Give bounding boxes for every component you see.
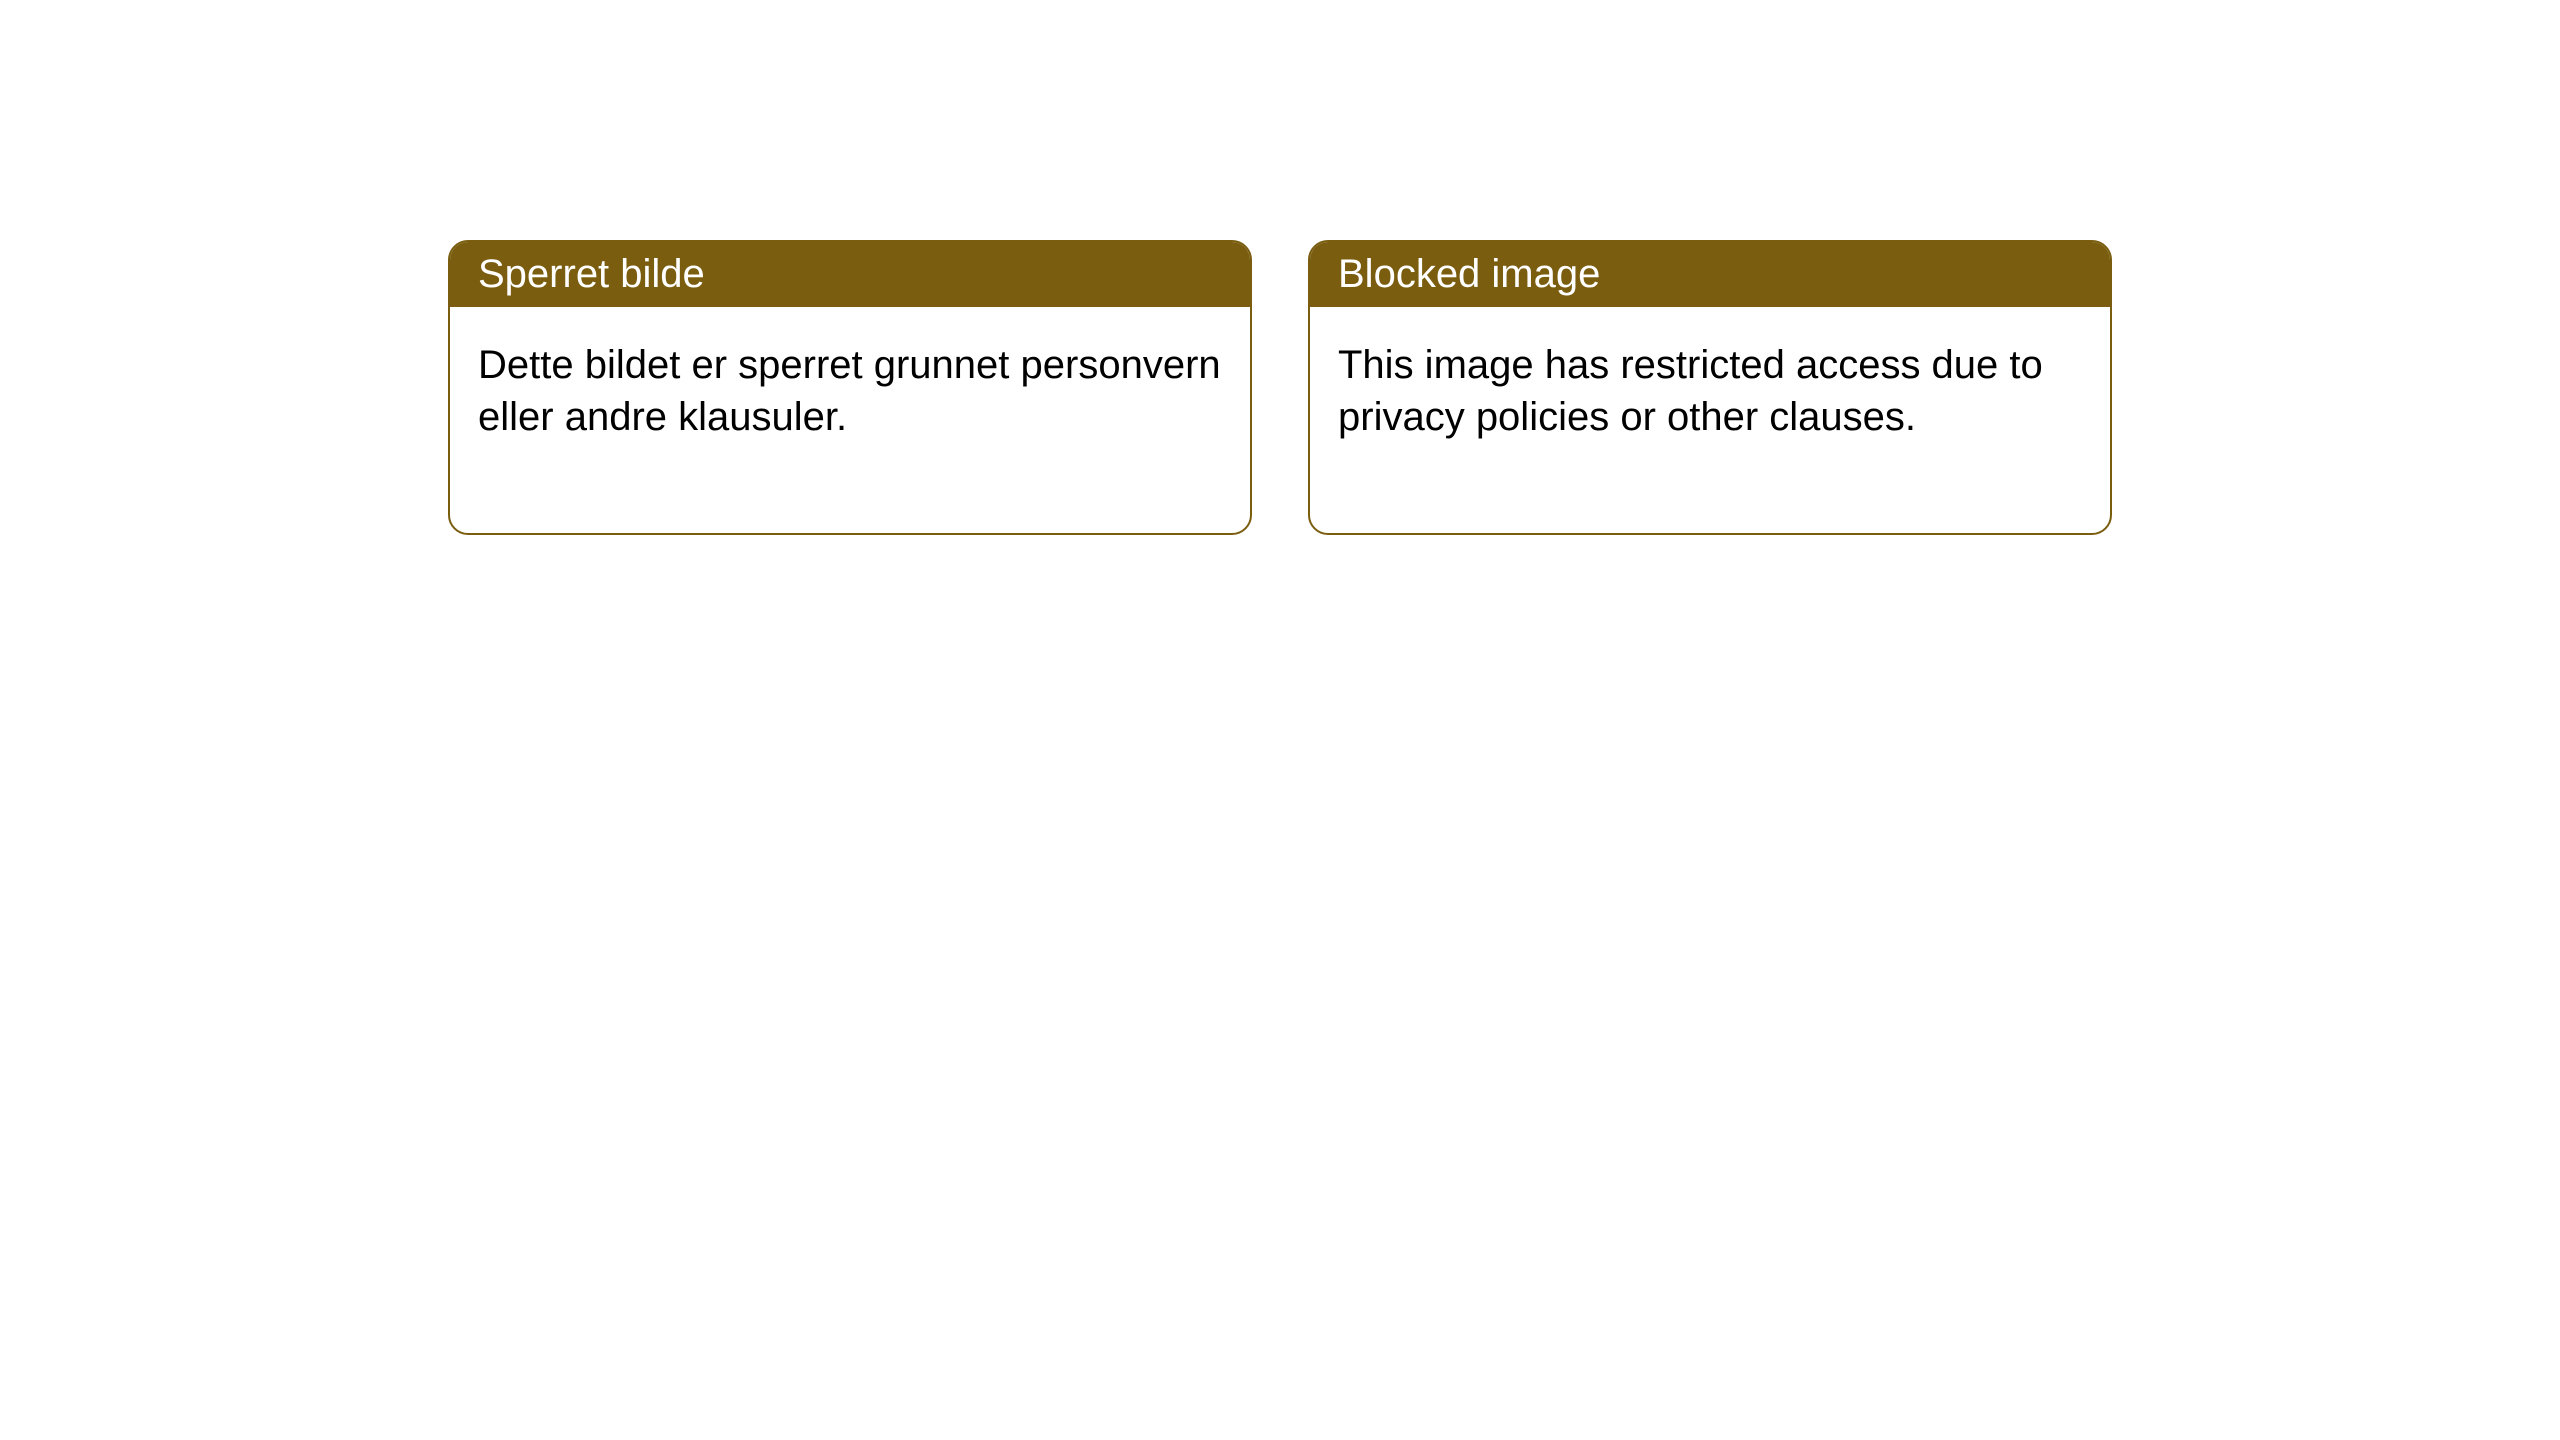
card-body: Dette bildet er sperret grunnet personve… bbox=[450, 307, 1250, 533]
blocked-image-card-en: Blocked image This image has restricted … bbox=[1308, 240, 2112, 535]
card-header: Sperret bilde bbox=[450, 242, 1250, 307]
card-header: Blocked image bbox=[1310, 242, 2110, 307]
notice-cards-container: Sperret bilde Dette bildet er sperret gr… bbox=[448, 240, 2112, 535]
card-title: Sperret bilde bbox=[478, 252, 705, 296]
card-body-text: Dette bildet er sperret grunnet personve… bbox=[478, 343, 1221, 439]
card-body: This image has restricted access due to … bbox=[1310, 307, 2110, 533]
card-body-text: This image has restricted access due to … bbox=[1338, 343, 2043, 439]
card-title: Blocked image bbox=[1338, 252, 1600, 296]
blocked-image-card-no: Sperret bilde Dette bildet er sperret gr… bbox=[448, 240, 1252, 535]
